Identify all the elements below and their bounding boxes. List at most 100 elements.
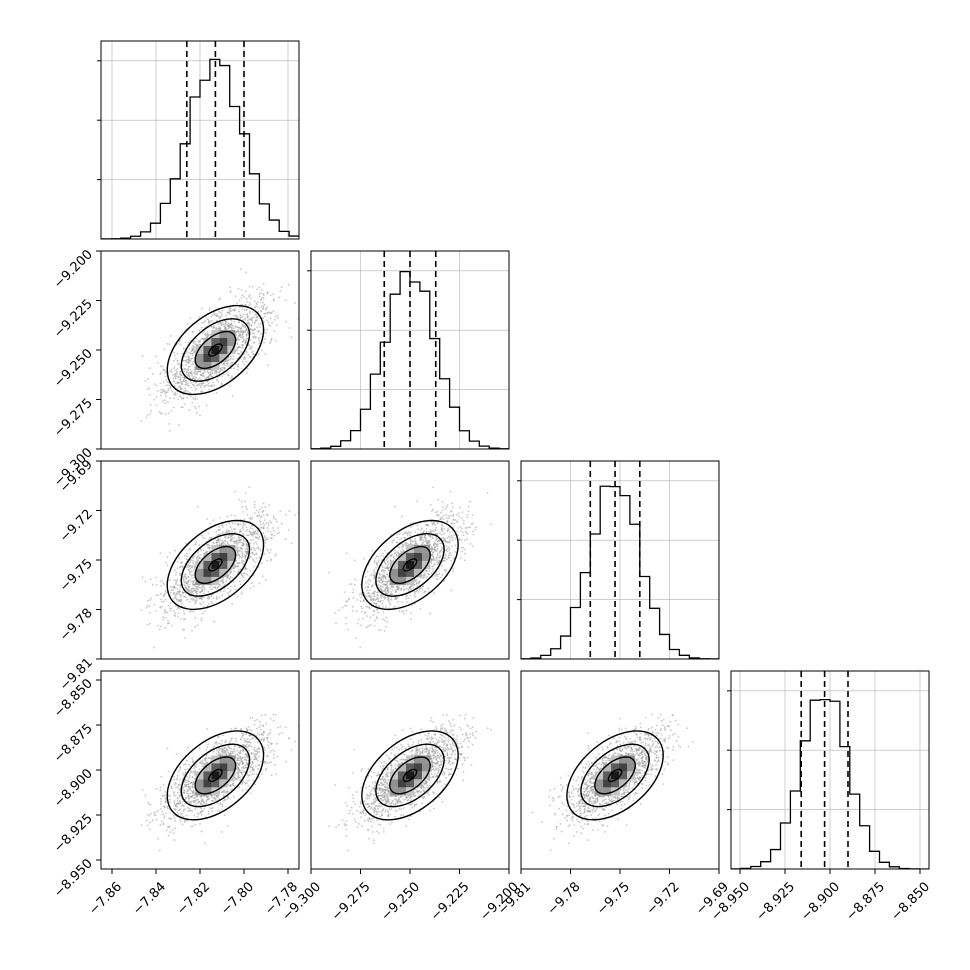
sample-point xyxy=(262,514,265,517)
sample-point xyxy=(195,592,198,595)
sample-point xyxy=(258,514,261,517)
sample-point xyxy=(346,600,349,602)
sample-point xyxy=(442,518,445,521)
sample-point xyxy=(219,590,222,593)
sample-point xyxy=(245,308,248,311)
sample-point xyxy=(185,373,188,376)
panel-2-1 xyxy=(310,460,510,660)
sample-point xyxy=(450,559,453,562)
sample-point xyxy=(285,320,288,323)
sample-point xyxy=(417,528,419,530)
sample-point xyxy=(374,557,377,560)
sample-point xyxy=(232,358,234,360)
sample-point xyxy=(279,290,282,293)
sample-point xyxy=(249,587,252,590)
sample-point xyxy=(256,288,258,291)
sample-point xyxy=(269,340,272,343)
sample-point xyxy=(196,552,199,555)
sample-point xyxy=(244,317,246,320)
sample-point xyxy=(226,362,229,365)
y-tick-label: −9.275 xyxy=(51,396,96,441)
sample-point xyxy=(170,588,173,591)
sample-point xyxy=(248,285,251,288)
sample-point xyxy=(374,572,377,575)
sample-point xyxy=(239,523,242,526)
sample-point xyxy=(403,536,406,539)
sample-point xyxy=(212,542,215,545)
sample-point xyxy=(194,407,197,410)
sample-point xyxy=(229,572,232,575)
sample-point xyxy=(225,530,228,533)
sample-point xyxy=(179,376,182,379)
sample-point xyxy=(230,535,233,538)
sample-point xyxy=(177,593,180,595)
sample-point xyxy=(258,556,261,559)
sample-point xyxy=(205,543,208,546)
sample-point xyxy=(248,486,251,489)
sample-point xyxy=(172,359,175,362)
sample-point xyxy=(414,537,417,540)
sample-point xyxy=(146,813,149,816)
sample-point xyxy=(257,533,259,536)
sample-point xyxy=(390,585,393,588)
sample-point xyxy=(270,533,273,536)
sample-point xyxy=(454,519,457,521)
sample-point xyxy=(245,788,248,791)
sample-point xyxy=(462,519,465,522)
sample-point xyxy=(176,352,179,355)
sample-point xyxy=(243,309,246,311)
sample-point xyxy=(141,789,144,792)
sample-point xyxy=(194,370,197,373)
sample-point xyxy=(440,548,443,551)
sample-point xyxy=(366,615,369,617)
sample-point xyxy=(166,342,169,345)
sample-point xyxy=(257,353,260,356)
sample-point xyxy=(215,314,218,317)
sample-point xyxy=(191,401,194,404)
sample-point xyxy=(260,305,263,308)
sample-point xyxy=(394,589,397,591)
sample-point xyxy=(368,592,371,595)
sample-point xyxy=(159,373,162,376)
sample-point xyxy=(240,296,243,299)
sample-point xyxy=(392,586,395,589)
sample-point xyxy=(249,318,252,321)
density-cell xyxy=(195,346,204,354)
sample-point xyxy=(246,513,249,516)
sample-point xyxy=(240,536,243,539)
sample-point xyxy=(238,299,241,302)
sample-point xyxy=(155,396,158,399)
sample-point xyxy=(168,423,171,425)
sample-point xyxy=(449,514,452,517)
sample-point xyxy=(267,323,270,326)
sample-point xyxy=(448,541,451,544)
sample-point xyxy=(225,535,228,537)
sample-point xyxy=(176,587,179,590)
sample-point xyxy=(421,589,424,591)
sample-point xyxy=(160,371,163,374)
sample-point xyxy=(463,548,466,551)
sample-point xyxy=(182,575,185,578)
sample-point xyxy=(244,555,247,558)
sample-point xyxy=(210,384,213,387)
sample-point xyxy=(218,298,221,301)
contour-3 xyxy=(402,558,418,572)
sample-point xyxy=(181,352,184,355)
sample-point xyxy=(218,537,220,540)
sample-point xyxy=(241,561,244,564)
sample-point xyxy=(345,604,348,607)
sample-point xyxy=(380,582,383,584)
sample-point xyxy=(243,353,246,356)
sample-point xyxy=(213,620,216,623)
sample-point xyxy=(271,322,273,324)
sample-point xyxy=(403,532,405,535)
sample-point xyxy=(166,380,169,383)
sample-point xyxy=(445,545,448,547)
sample-point xyxy=(440,537,443,540)
sample-point xyxy=(400,589,402,591)
sample-point xyxy=(413,591,416,593)
sample-point xyxy=(429,536,432,538)
sample-point xyxy=(381,566,384,569)
sample-point xyxy=(237,335,240,337)
sample-point xyxy=(199,414,201,417)
